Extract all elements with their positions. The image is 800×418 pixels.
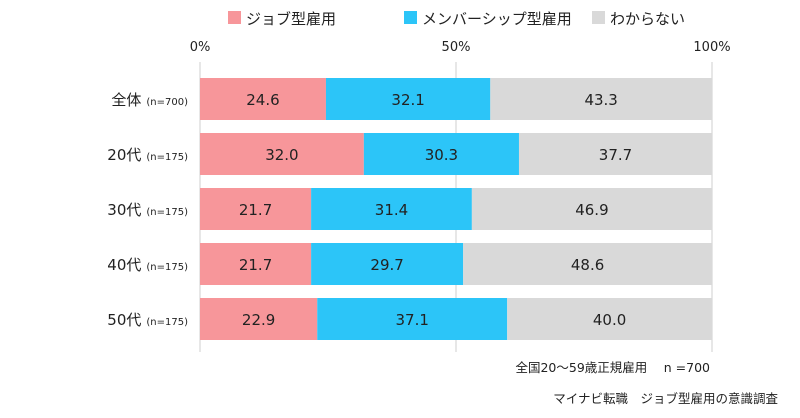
legend-label-2: メンバーシップ型雇用 bbox=[422, 10, 572, 28]
value-label-2-3: 37.7 bbox=[599, 146, 632, 164]
bar-4-series-1 bbox=[200, 243, 312, 285]
value-label-2-2: 30.3 bbox=[425, 146, 458, 164]
legend-swatch-2 bbox=[404, 11, 417, 24]
bar-2-series-3 bbox=[518, 133, 712, 175]
category-label-3: 30代 (n=175) bbox=[107, 201, 188, 219]
category-label-4: 40代 (n=175) bbox=[107, 256, 188, 274]
value-label-5-1: 22.9 bbox=[242, 311, 275, 329]
legend: ジョブ型雇用 メンバーシップ型雇用 わからない bbox=[228, 10, 685, 28]
bar-4-series-3 bbox=[463, 243, 712, 285]
bar-4-series-2 bbox=[311, 243, 464, 285]
legend-swatch-3 bbox=[592, 11, 605, 24]
bar-5-series-3 bbox=[507, 298, 712, 340]
footnote-survey: 全国20～59歳正規雇用 n =700 bbox=[515, 360, 710, 375]
bar-1-series-2 bbox=[325, 78, 491, 120]
bar-1-series-1 bbox=[200, 78, 326, 120]
value-label-1-1: 24.6 bbox=[246, 91, 279, 109]
value-label-1-2: 32.1 bbox=[391, 91, 424, 109]
legend-label-1: ジョブ型雇用 bbox=[246, 10, 336, 28]
bar-2-series-2 bbox=[363, 133, 519, 175]
bar-3-series-2 bbox=[311, 188, 472, 230]
bar-1-series-3 bbox=[490, 78, 712, 120]
x-tick-label-1: 0% bbox=[190, 40, 211, 55]
bar-3-series-1 bbox=[200, 188, 312, 230]
legend-label-3: わからない bbox=[610, 10, 685, 28]
bars: 24.6 32.1 43.3 32.0 30.3 37.7 21.7 31.4 46.9 21.7… bbox=[200, 78, 712, 340]
footnote-source: マイナビ転職 ジョブ型雇用の意識調査 bbox=[553, 391, 778, 406]
value-label-4-2: 29.7 bbox=[370, 256, 403, 274]
bar-3-series-3 bbox=[471, 188, 712, 230]
x-axis-ticks: 0% 50% 100% bbox=[190, 40, 731, 55]
category-label-1: 全体 (n=700) bbox=[111, 91, 188, 109]
value-label-3-2: 31.4 bbox=[375, 201, 408, 219]
value-label-4-1: 21.7 bbox=[239, 256, 272, 274]
x-tick-label-2: 50% bbox=[442, 40, 471, 55]
value-label-3-3: 46.9 bbox=[575, 201, 608, 219]
legend-swatch-1 bbox=[228, 11, 241, 24]
bar-2-series-1 bbox=[200, 133, 364, 175]
value-label-5-2: 37.1 bbox=[396, 311, 429, 329]
value-label-1-3: 43.3 bbox=[584, 91, 617, 109]
value-label-4-3: 48.6 bbox=[571, 256, 604, 274]
x-tick-label-3: 100% bbox=[693, 40, 730, 55]
category-label-5: 50代 (n=175) bbox=[107, 311, 188, 329]
value-label-3-1: 21.7 bbox=[239, 201, 272, 219]
value-label-5-3: 40.0 bbox=[593, 311, 626, 329]
category-label-2: 20代 (n=175) bbox=[107, 146, 188, 164]
value-label-2-1: 32.0 bbox=[265, 146, 298, 164]
bar-5-series-1 bbox=[200, 298, 318, 340]
bar-5-series-2 bbox=[317, 298, 508, 340]
category-labels: 全体 (n=700) 20代 (n=175) 30代 (n=175) 40代 (n=175) 5… bbox=[107, 91, 188, 329]
